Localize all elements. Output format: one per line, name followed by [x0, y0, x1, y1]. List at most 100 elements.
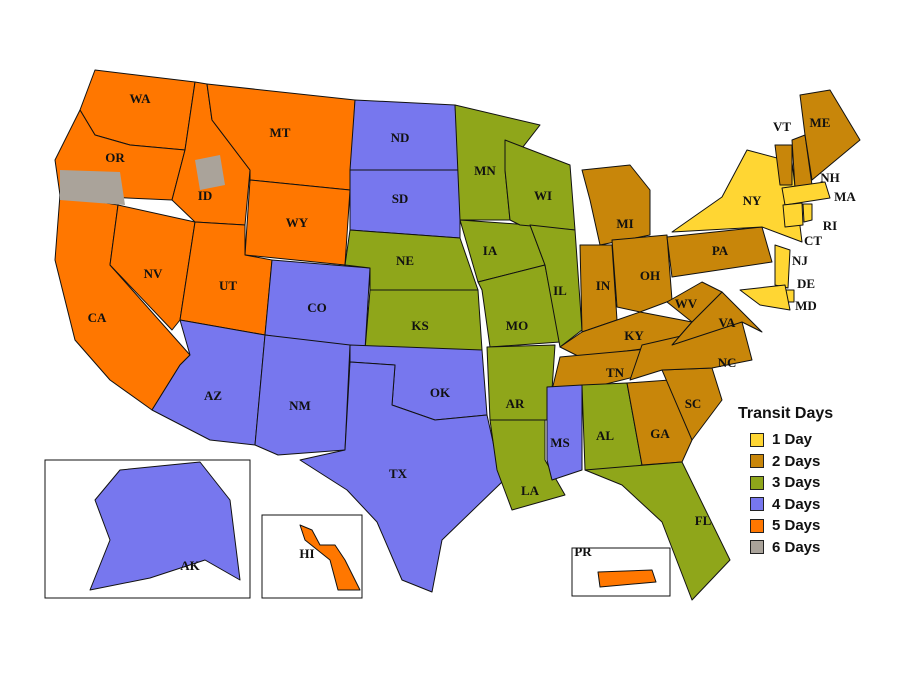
state-il[interactable] — [529, 224, 583, 348]
state-label: ME — [810, 115, 831, 130]
state-label: KS — [411, 318, 428, 333]
legend-label: 6 Days — [772, 538, 821, 556]
legend-item-6: 6 Days — [750, 537, 833, 559]
state-label: FL — [695, 513, 712, 528]
state-label: NM — [289, 398, 311, 413]
legend-swatch — [750, 454, 764, 469]
state-fl[interactable] — [584, 461, 731, 601]
legend-item-3: 3 Days — [750, 472, 833, 494]
state-label: OK — [430, 385, 451, 400]
legend-swatch — [750, 432, 764, 447]
state-label: MI — [616, 216, 633, 231]
region-6-days — [60, 170, 125, 205]
legend-label: 4 Days — [772, 495, 821, 513]
puerto-rico-inset — [571, 547, 671, 597]
state-pr[interactable] — [597, 569, 657, 588]
state-label: MS — [550, 435, 570, 450]
legend-swatch — [750, 540, 764, 555]
state-ri[interactable] — [802, 203, 813, 223]
state-label: AZ — [204, 388, 222, 403]
legend-swatch — [750, 518, 764, 533]
legend-item-5: 5 Days — [750, 515, 833, 537]
state-label: ID — [198, 188, 212, 203]
state-label: NE — [396, 253, 414, 268]
state-label: OR — [105, 150, 125, 165]
state-label: AK — [180, 558, 200, 573]
state-label: ND — [391, 130, 410, 145]
legend-label: 2 Days — [772, 452, 821, 470]
state-label: DE — [797, 276, 815, 291]
state-label: CT — [804, 233, 822, 248]
state-label: RI — [823, 218, 837, 233]
state-label: SD — [392, 191, 409, 206]
state-wi[interactable] — [504, 139, 576, 231]
hawaii-inset — [261, 514, 363, 599]
state-label: IL — [553, 283, 567, 298]
alaska-inset — [44, 459, 251, 599]
legend-label: 5 Days — [772, 517, 821, 535]
state-label: WI — [534, 188, 552, 203]
legend-label: 3 Days — [772, 474, 821, 492]
state-hi[interactable] — [299, 524, 361, 591]
state-label: WA — [130, 91, 152, 106]
state-label: NY — [743, 193, 762, 208]
state-nv[interactable] — [109, 204, 196, 331]
legend: Transit Days 1 Day 2 Days 3 Days 4 Days 5 Da… — [738, 405, 833, 558]
state-label: WY — [286, 215, 309, 230]
state-label: CO — [307, 300, 327, 315]
state-label: CA — [88, 310, 107, 325]
state-label: TX — [389, 466, 408, 481]
state-label: AR — [506, 396, 525, 411]
state-ma[interactable] — [781, 181, 831, 206]
state-label: PR — [574, 544, 592, 559]
state-label: NC — [718, 355, 737, 370]
state-label: PA — [712, 243, 729, 258]
legend-swatch — [750, 475, 764, 490]
state-mi[interactable] — [581, 164, 651, 246]
state-wv[interactable] — [666, 281, 723, 323]
state-la[interactable] — [489, 419, 566, 511]
state-label: NJ — [792, 253, 808, 268]
state-label: MD — [795, 298, 817, 313]
state-nj[interactable] — [774, 244, 791, 289]
state-ms[interactable] — [546, 384, 583, 481]
state-label: NV — [144, 266, 163, 281]
state-me[interactable] — [799, 89, 861, 181]
state-label: MN — [474, 163, 496, 178]
state-md[interactable] — [739, 284, 791, 311]
state-ak[interactable] — [89, 461, 241, 591]
state-pa[interactable] — [666, 226, 773, 278]
state-label: SC — [685, 396, 702, 411]
state-va[interactable] — [671, 291, 763, 346]
state-label: TN — [606, 365, 625, 380]
state-label: WV — [675, 296, 698, 311]
legend-title: Transit Days — [738, 405, 834, 422]
state-label: AL — [596, 428, 614, 443]
legend-swatch — [750, 497, 764, 512]
state-label: MT — [270, 125, 291, 140]
region-6-days — [195, 155, 225, 190]
state-label: NH — [820, 170, 840, 185]
state-label: KY — [624, 328, 644, 343]
state-label: VA — [718, 315, 736, 330]
state-label: HI — [299, 546, 314, 561]
state-label: MA — [834, 189, 856, 204]
state-tx[interactable] — [299, 361, 503, 593]
state-vt[interactable] — [774, 144, 793, 186]
state-label: IA — [483, 243, 498, 258]
state-label: UT — [219, 278, 237, 293]
legend-item-4: 4 Days — [750, 494, 833, 516]
state-label: GA — [650, 426, 670, 441]
state-label: OH — [640, 268, 660, 283]
state-oh[interactable] — [611, 234, 673, 313]
state-nm[interactable] — [254, 334, 351, 456]
legend-item-2: 2 Days — [750, 451, 833, 473]
state-ct[interactable] — [782, 202, 804, 228]
legend-item-1: 1 Day — [750, 429, 833, 451]
state-label: LA — [521, 483, 540, 498]
legend-label: 1 Day — [772, 431, 813, 449]
state-label: VT — [773, 119, 791, 134]
state-mo[interactable] — [477, 264, 561, 348]
